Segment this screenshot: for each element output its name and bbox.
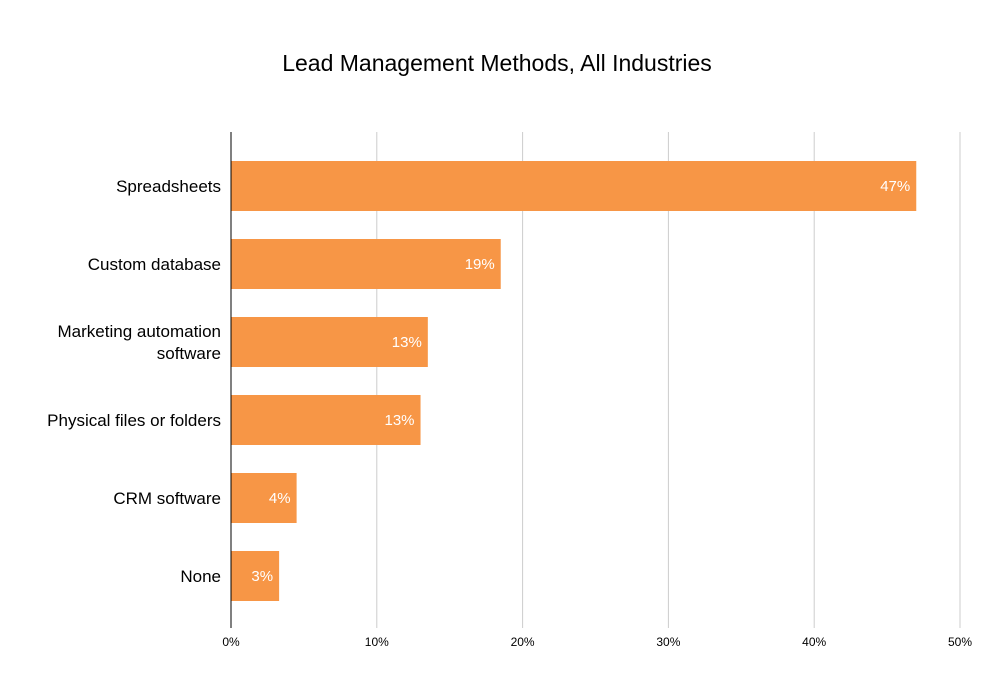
x-tick-label: 20% [511, 635, 535, 649]
x-tick-label: 0% [222, 635, 240, 649]
x-tick-label: 30% [656, 635, 680, 649]
bar [231, 395, 421, 445]
data-label: 47% [880, 178, 910, 195]
chart-title: Lead Management Methods, All Industries [282, 50, 712, 76]
category-label: None [180, 567, 221, 586]
category-label: software [157, 344, 221, 363]
x-tick-label: 40% [802, 635, 826, 649]
category-label: CRM software [113, 489, 221, 508]
bar [231, 239, 501, 289]
category-label: Physical files or folders [47, 411, 221, 430]
data-label: 3% [251, 568, 273, 585]
data-label: 13% [392, 334, 422, 351]
bar [231, 317, 428, 367]
bar [231, 551, 280, 601]
x-tick-label: 50% [948, 635, 972, 649]
category-label: Custom database [88, 255, 221, 274]
bar [231, 473, 297, 523]
data-label: 19% [465, 256, 495, 273]
data-label: 13% [385, 412, 415, 429]
category-label: Marketing automation [58, 322, 221, 341]
data-label: 4% [269, 490, 291, 507]
bar [231, 161, 917, 211]
category-label: Spreadsheets [116, 177, 221, 196]
x-tick-label: 10% [365, 635, 389, 649]
